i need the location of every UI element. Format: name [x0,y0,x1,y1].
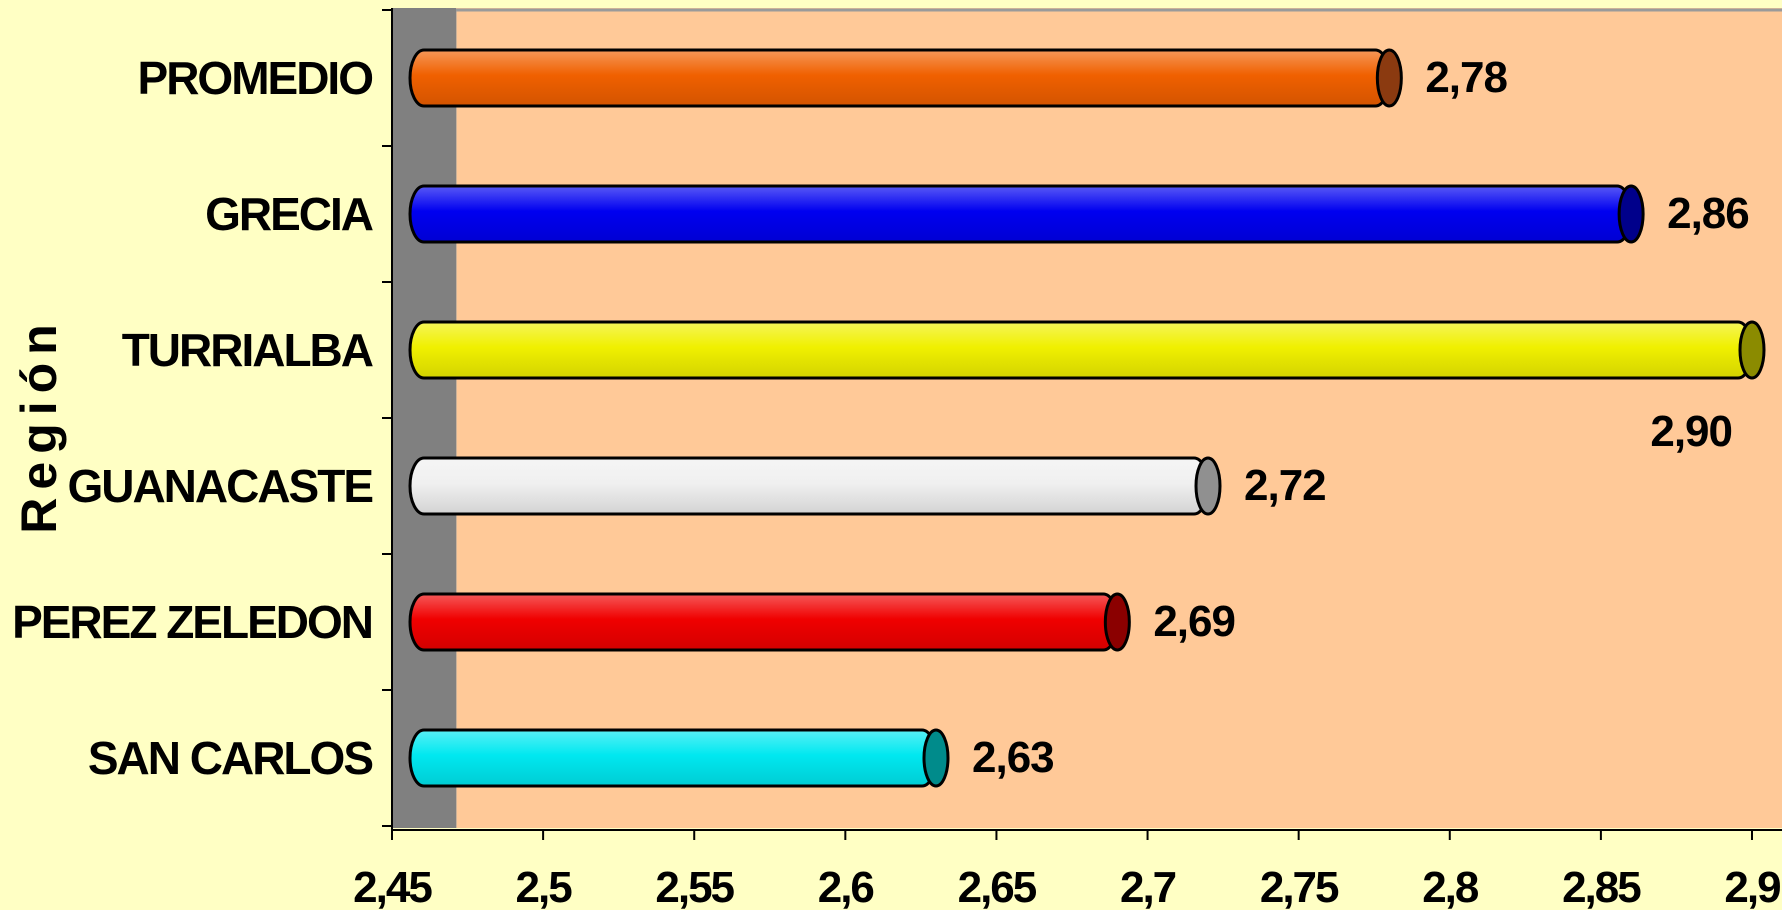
bar [408,592,1119,652]
bar [408,728,938,788]
bar-end-cap [1194,456,1222,516]
value-label: 2,69 [1153,597,1235,646]
bar-series [408,48,1766,788]
value-label: 2,63 [972,733,1054,782]
value-label: 2,78 [1425,53,1507,102]
x-tick-label: 2,75 [1260,863,1339,910]
y-axis-title: Región [11,316,67,533]
bar-end-cap [1738,320,1766,380]
bar [408,320,1754,380]
x-tick-label: 2,45 [353,863,432,910]
value-label: 2,72 [1244,461,1326,510]
category-label: GRECIA [205,188,373,240]
category-label: SAN CARLOS [88,732,372,784]
x-tick-label: 2,7 [1120,863,1176,910]
category-label: PEREZ ZELEDON [12,596,372,648]
chart-side-wall [392,8,456,828]
category-label: PROMEDIO [138,52,373,104]
bar [408,184,1633,244]
x-tick-label: 2,85 [1562,863,1641,910]
plot-area [455,8,1782,828]
bar-end-cap [922,728,950,788]
value-label: 2,90 [1650,407,1732,456]
value-label: 2,86 [1667,189,1749,238]
bar [408,48,1391,108]
bar-end-cap [1617,184,1645,244]
category-label: GUANACASTE [67,460,372,512]
x-tick-label: 2,5 [516,863,573,910]
x-tick-label: 2,9 [1724,863,1780,910]
x-tick-label: 2,55 [655,863,734,910]
x-tick-label: 2,8 [1422,863,1479,910]
axis-ticks [382,9,1753,840]
bar [408,456,1210,516]
x-tick-label: 2,6 [818,863,874,910]
category-label: TURRIALBA [122,324,373,376]
x-tick-label: 2,65 [958,863,1037,910]
chart-labels: 2,45 2,5 2,55 2,6 2,65 2,7 2,75 2,8 2,85 2,9 PROME… [12,52,1782,910]
bar-end-cap [1103,592,1131,652]
bar-end-cap [1375,48,1403,108]
